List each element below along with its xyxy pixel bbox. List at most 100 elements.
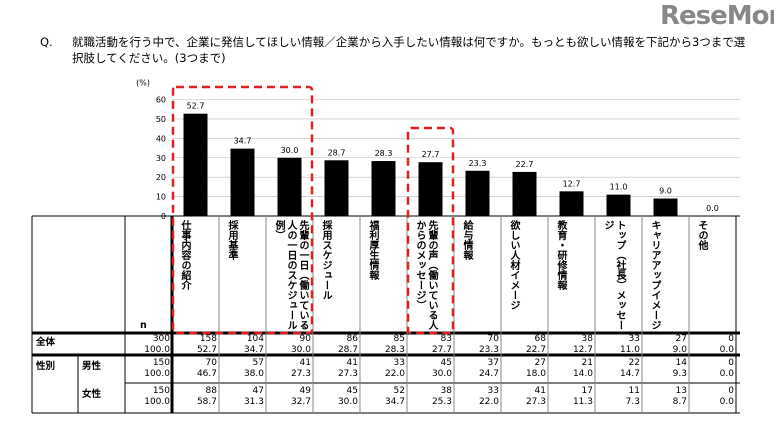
- count-cell: 90: [299, 334, 311, 344]
- category-label: 仕事内容の紹介: [179, 220, 190, 290]
- count-cell: 41: [346, 358, 358, 368]
- category-label: トップ（社長）メッセージ: [602, 220, 625, 330]
- count-cell: 37: [487, 358, 499, 368]
- percent-cell: 30.0: [290, 345, 311, 355]
- category-label: 教育・研修情報: [555, 220, 566, 290]
- count-cell: 38: [440, 386, 452, 396]
- percent-cell: 58.7: [196, 397, 217, 407]
- percent-cell: 52.7: [196, 345, 217, 355]
- data-label: 28.7: [328, 148, 346, 157]
- category-label: 採用スケジュール: [320, 220, 331, 300]
- percent-cell: 23.3: [478, 345, 499, 355]
- count-cell: 11: [628, 386, 640, 396]
- data-label: 9.0: [659, 187, 672, 196]
- count-cell: 70: [205, 358, 217, 368]
- n-header: n: [140, 320, 147, 331]
- category-label: その他: [696, 220, 707, 250]
- watermark-logo: ReseMom: [660, 1, 774, 31]
- bar: [465, 170, 490, 216]
- bar: [183, 113, 208, 216]
- percent-cell: 27.3: [337, 369, 358, 379]
- question-text: 就職活動を行う中で、企業に発信してほしい情報／企業から入手したい情報は何ですか。…: [72, 35, 746, 65]
- count-cell: 0: [728, 334, 734, 344]
- y-tick-label: 60: [156, 96, 166, 105]
- percent-cell: 0.0: [719, 397, 734, 407]
- count-cell: 52: [393, 386, 405, 396]
- bar: [559, 191, 584, 216]
- count-cell: 33: [487, 386, 499, 396]
- count-cell: 21: [581, 358, 593, 368]
- count-cell: 57: [252, 358, 264, 368]
- percent-cell: 38.0: [243, 369, 264, 379]
- percent-cell: 28.3: [384, 345, 405, 355]
- highlight-box: [406, 126, 455, 335]
- category-label: キャリアアップイメージ: [649, 220, 660, 330]
- bar: [512, 171, 537, 216]
- count-cell: 83: [440, 334, 452, 344]
- highlight-box: [171, 85, 314, 335]
- percent-cell: 27.3: [525, 397, 546, 407]
- percent-cell: 30.0: [337, 397, 358, 407]
- count-cell: 27: [675, 334, 687, 344]
- data-label: 27.7: [422, 150, 440, 159]
- percent-cell: 34.7: [243, 345, 264, 355]
- count-cell: 158: [199, 334, 217, 344]
- category-label: 福利厚生情報: [367, 220, 378, 280]
- percent-cell: 27.7: [431, 345, 452, 355]
- n-percent: 100.0: [144, 369, 170, 379]
- count-cell: 17: [581, 386, 593, 396]
- count-cell: 45: [346, 386, 358, 396]
- percent-cell: 14.0: [572, 369, 593, 379]
- count-cell: 33: [393, 358, 405, 368]
- count-cell: 49: [299, 386, 311, 396]
- percent-cell: 24.7: [478, 369, 499, 379]
- percent-cell: 27.3: [290, 369, 311, 379]
- percent-cell: 0.0: [719, 369, 734, 379]
- y-tick-label: 10: [156, 193, 166, 202]
- percent-cell: 22.7: [525, 345, 546, 355]
- count-cell: 47: [252, 386, 264, 396]
- count-cell: 41: [299, 358, 311, 368]
- n-percent: 100.0: [144, 397, 170, 407]
- percent-cell: 22.0: [384, 369, 405, 379]
- percent-cell: 14.7: [619, 369, 640, 379]
- y-tick-label: 30: [156, 154, 166, 163]
- count-cell: 70: [487, 334, 499, 344]
- count-cell: 68: [534, 334, 546, 344]
- n-count: 300: [152, 334, 170, 344]
- percent-cell: 7.3: [625, 397, 640, 407]
- bar: [653, 198, 678, 216]
- count-cell: 33: [628, 334, 640, 344]
- bar: [230, 148, 255, 216]
- percent-cell: 12.7: [572, 345, 593, 355]
- question-number: Q.: [40, 35, 53, 49]
- n-count: 150: [152, 358, 170, 368]
- percent-cell: 0.0: [719, 345, 734, 355]
- data-label: 22.7: [516, 160, 534, 169]
- count-cell: 14: [675, 358, 687, 368]
- count-cell: 45: [440, 358, 452, 368]
- data-label: 11.0: [610, 183, 628, 192]
- category-label: 採用基準: [226, 220, 237, 260]
- row-sub-label: 女性: [82, 389, 102, 400]
- count-cell: 38: [581, 334, 593, 344]
- data-label: 28.3: [375, 149, 393, 158]
- bar: [371, 161, 396, 216]
- count-cell: 86: [346, 334, 358, 344]
- percent-cell: 32.7: [290, 397, 311, 407]
- bar: [324, 160, 349, 216]
- percent-cell: 9.3: [672, 369, 687, 379]
- data-label: 23.3: [469, 159, 487, 168]
- count-cell: 0: [728, 358, 734, 368]
- count-cell: 0: [728, 386, 734, 396]
- y-axis-label: (%): [136, 79, 150, 88]
- n-percent: 100.0: [144, 345, 170, 355]
- row-group-label: 性別: [36, 361, 56, 372]
- y-tick-label: 40: [156, 134, 166, 143]
- data-label: 0.0: [706, 204, 719, 213]
- percent-cell: 11.0: [619, 345, 640, 355]
- percent-cell: 34.7: [384, 397, 405, 407]
- percent-cell: 25.3: [431, 397, 452, 407]
- row-group-label: 全体: [36, 337, 56, 348]
